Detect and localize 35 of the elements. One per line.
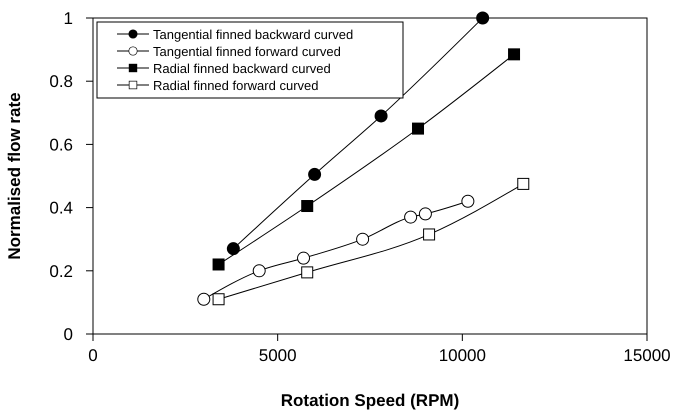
point	[297, 252, 310, 265]
legend-label: Radial finned backward curved	[153, 61, 331, 76]
point	[374, 109, 388, 122]
y-tick-label: 0.2	[49, 262, 73, 281]
point	[418, 207, 432, 220]
point	[423, 228, 436, 240]
point	[412, 122, 424, 135]
y-tick-label: 1	[64, 9, 73, 28]
legend-label: Tangential finned forward curved	[153, 44, 341, 59]
x-tick-label: 10000	[438, 346, 486, 365]
y-tick-label: 0.8	[49, 72, 73, 92]
x-tick-label: 15000	[623, 346, 671, 365]
x-tick-label: 5000	[258, 346, 297, 365]
y-tick-label: 0.4	[49, 198, 73, 218]
legend-label: Tangential finned backward curved	[153, 27, 354, 42]
point	[308, 168, 322, 181]
x-tick-label: 0	[88, 346, 98, 365]
point	[301, 200, 314, 212]
y-tick-label: 0	[64, 325, 73, 344]
point	[517, 178, 530, 190]
point	[212, 293, 225, 306]
point	[226, 242, 240, 256]
point	[301, 266, 314, 278]
point	[197, 292, 210, 306]
point	[252, 264, 266, 278]
legend-label: Radial finned forward curved	[153, 78, 318, 93]
y-axis-title: Normalised flow rate	[5, 92, 24, 260]
x-axis-title: Rotation Speed (RPM)	[280, 391, 460, 410]
point	[461, 194, 474, 208]
point	[476, 12, 490, 24]
point	[356, 232, 370, 246]
point	[508, 48, 520, 60]
y-tick-label: 0.6	[49, 135, 73, 154]
point	[212, 258, 225, 270]
point	[404, 210, 418, 224]
